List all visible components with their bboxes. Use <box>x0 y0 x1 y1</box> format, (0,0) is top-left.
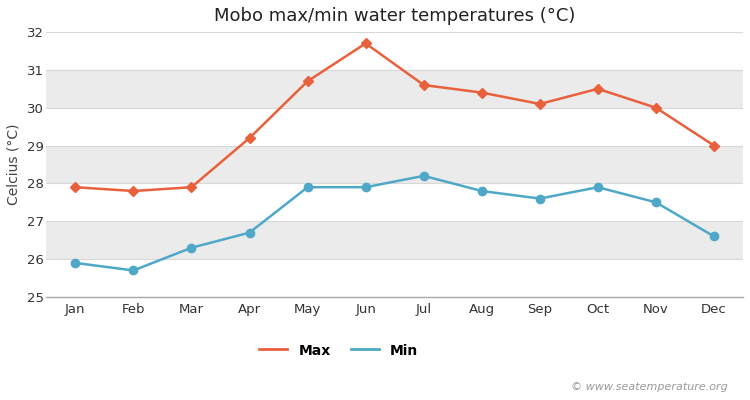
Max <box>652 105 661 110</box>
Line: Max: Max <box>71 40 718 195</box>
Min <box>129 268 138 273</box>
Text: © www.seatemperature.org: © www.seatemperature.org <box>571 382 728 392</box>
Min <box>303 185 312 190</box>
Bar <box>46 221 743 259</box>
Min <box>187 245 196 250</box>
Bar <box>46 32 743 70</box>
Bar <box>46 146 743 184</box>
Min <box>652 200 661 205</box>
Max <box>70 185 80 190</box>
Max <box>303 79 312 84</box>
Max <box>362 41 370 46</box>
Bar <box>46 184 743 221</box>
Max <box>187 185 196 190</box>
Bar <box>46 259 743 297</box>
Max <box>593 86 602 91</box>
Bar <box>46 70 743 108</box>
Max <box>477 90 486 95</box>
Min <box>419 174 428 178</box>
Max <box>536 102 544 106</box>
Bar <box>46 108 743 146</box>
Max <box>245 136 254 140</box>
Title: Mobo max/min water temperatures (°C): Mobo max/min water temperatures (°C) <box>214 7 575 25</box>
Max <box>129 188 138 193</box>
Min <box>362 185 370 190</box>
Max <box>710 143 718 148</box>
Y-axis label: Celcius (°C): Celcius (°C) <box>7 124 21 205</box>
Min <box>593 185 602 190</box>
Min <box>710 234 718 239</box>
Min <box>70 260 80 265</box>
Min <box>477 188 486 193</box>
Legend: Max, Min: Max, Min <box>254 338 424 364</box>
Line: Min: Min <box>71 172 718 275</box>
Min <box>245 230 254 235</box>
Max <box>419 83 428 88</box>
Min <box>536 196 544 201</box>
